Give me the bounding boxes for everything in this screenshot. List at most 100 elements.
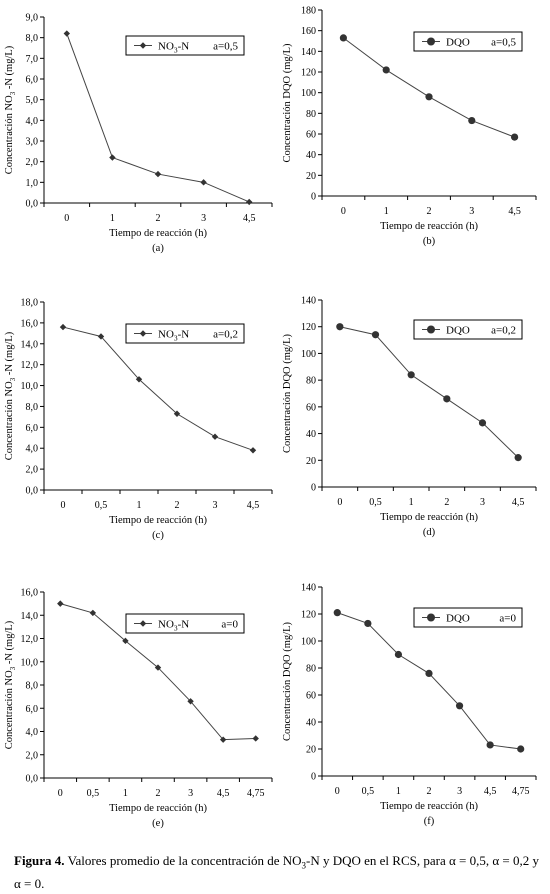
data-point <box>468 116 476 125</box>
x-axis-label: Tiempo de reacción (h) <box>380 801 478 812</box>
y-axis-label: Concentración NO3 -N (mg/L) <box>4 620 17 749</box>
legend-param-label: a=0,2 <box>213 329 238 341</box>
chart-panel-4: 0 20 40 60 80 100 120 140 0 0,5 1 2 3 4,5 Tiempo de re… <box>282 296 537 538</box>
y-axis-label: Concentración DQO (mg/L) <box>282 43 293 162</box>
legend-box <box>413 319 523 340</box>
x-axis-label: Tiempo de reacción (h) <box>109 228 207 239</box>
legend-series-label: NO3-N <box>158 329 189 343</box>
legend-marker <box>139 42 147 49</box>
legend-box <box>125 35 245 56</box>
figure-charts: 0,0 1,0 2,0 3,0 4,0 5,0 6,0 7,0 8,0 9,0 0 1 2 3 4,5 Tie… <box>4 6 537 829</box>
data-point <box>109 154 116 161</box>
y-tick-label: 120 <box>301 68 316 79</box>
y-tick-label: 20 <box>306 456 316 467</box>
x-tick-label: 1 <box>409 497 414 508</box>
chart-panel-6: 0 20 40 60 80 100 120 140 0 0,5 1 2 3 4,5 4,75 Tiempo d… <box>282 583 537 827</box>
y-tick-label: 6,0 <box>26 75 39 86</box>
legend-param-label: a=0 <box>221 619 238 631</box>
data-point <box>59 323 67 331</box>
y-tick-label: 0,0 <box>26 199 39 210</box>
x-tick-label: 0 <box>64 213 69 224</box>
series-line <box>62 326 254 451</box>
data-point <box>122 637 129 645</box>
y-tick-label: 2,0 <box>26 157 39 168</box>
data-point <box>394 650 403 659</box>
x-tick-label: 0,5 <box>87 788 100 799</box>
x-tick-label: 4,5 <box>512 497 525 508</box>
legend-box <box>125 323 245 344</box>
y-axis-label: Concentración DQO (mg/L) <box>282 622 293 741</box>
x-tick-label: 0 <box>335 786 340 797</box>
data-point <box>333 609 341 617</box>
y-tick-label: 0,0 <box>26 486 39 497</box>
y-tick-label: 80 <box>306 664 316 675</box>
legend-series-label: DQO <box>446 37 470 49</box>
y-tick-label: 6,0 <box>26 423 39 434</box>
legend-series-label: NO3-N <box>158 619 189 633</box>
panel-label: (c) <box>152 530 164 541</box>
y-tick-label: 10,0 <box>21 381 39 392</box>
x-tick-label: 4,75 <box>247 788 265 799</box>
x-tick-label: 2 <box>427 206 432 217</box>
y-axis-label: Concentración NO3 -N (mg/L) <box>4 331 17 460</box>
y-tick-label: 120 <box>301 322 316 333</box>
caption-text-b: -N y DQO en el RCS, para α = 0,5, α = 0,… <box>14 853 540 891</box>
x-tick-label: 3 <box>480 497 485 508</box>
panel-label: (d) <box>423 527 436 538</box>
legend-box <box>413 31 523 52</box>
y-tick-label: 10,0 <box>21 657 39 668</box>
x-tick-label: 3 <box>188 788 193 799</box>
data-point <box>478 419 487 427</box>
x-axis-label: Tiempo de reacción (h) <box>109 803 207 814</box>
y-tick-label: 140 <box>301 296 316 307</box>
y-axis-label: Concentración NO3 -N (mg/L) <box>4 45 17 174</box>
data-point <box>154 664 162 671</box>
y-tick-label: 120 <box>301 610 316 621</box>
y-tick-label: 140 <box>301 47 316 58</box>
series-line <box>343 37 515 138</box>
y-axis-label: Concentración DQO (mg/L) <box>282 334 293 453</box>
caption-subscript: 3 <box>301 860 307 871</box>
chart-panel-5: 0,0 2,0 4,0 6,0 8,0 10,0 12,0 14,0 16,0 0 0,5 1 2 3 4,… <box>4 588 273 829</box>
y-tick-label: 0 <box>311 483 316 494</box>
data-point <box>219 736 227 743</box>
data-point <box>336 323 344 331</box>
data-point <box>249 447 257 454</box>
data-point <box>135 376 143 383</box>
x-tick-label: 4,75 <box>512 786 530 797</box>
x-tick-label: 0,5 <box>362 786 375 797</box>
caption-text-a: Valores promedio de la concentración de … <box>64 853 302 868</box>
x-tick-label: 0,5 <box>369 497 382 508</box>
y-tick-label: 9,0 <box>26 13 39 24</box>
x-tick-label: 4,5 <box>243 213 256 224</box>
legend-marker <box>427 613 435 622</box>
y-tick-label: 0 <box>311 772 316 783</box>
data-point <box>407 371 415 379</box>
panel-label: (a) <box>152 243 164 254</box>
y-tick-label: 12,0 <box>21 634 39 645</box>
y-tick-label: 4,0 <box>26 444 39 455</box>
y-tick-label: 6,0 <box>26 704 39 715</box>
data-point <box>187 698 194 705</box>
x-tick-label: 0 <box>337 497 342 508</box>
legend-box <box>125 613 245 634</box>
x-tick-label: 1 <box>384 206 389 217</box>
y-tick-label: 100 <box>301 637 316 648</box>
chart-panel-1: 0,0 1,0 2,0 3,0 4,0 5,0 6,0 7,0 8,0 9,0 0 1 2 3 4,5 Tie… <box>4 13 273 254</box>
y-tick-label: 180 <box>301 6 316 17</box>
data-point <box>486 741 494 749</box>
y-tick-label: 2,0 <box>26 465 39 476</box>
y-tick-label: 160 <box>301 26 316 37</box>
y-tick-label: 8,0 <box>26 681 39 692</box>
x-tick-label: 1 <box>137 500 142 511</box>
data-point <box>371 331 380 339</box>
y-tick-label: 14,0 <box>21 339 39 350</box>
figure-caption: Figura 4. Valores promedio de la concent… <box>14 852 539 893</box>
panel-label: (b) <box>423 236 436 247</box>
data-point <box>211 433 219 440</box>
x-tick-label: 2 <box>427 786 432 797</box>
y-tick-label: 100 <box>301 88 316 99</box>
y-tick-label: 12,0 <box>21 360 39 371</box>
x-axis-label: Tiempo de reacción (h) <box>380 512 478 523</box>
panel-label: (f) <box>424 816 435 827</box>
